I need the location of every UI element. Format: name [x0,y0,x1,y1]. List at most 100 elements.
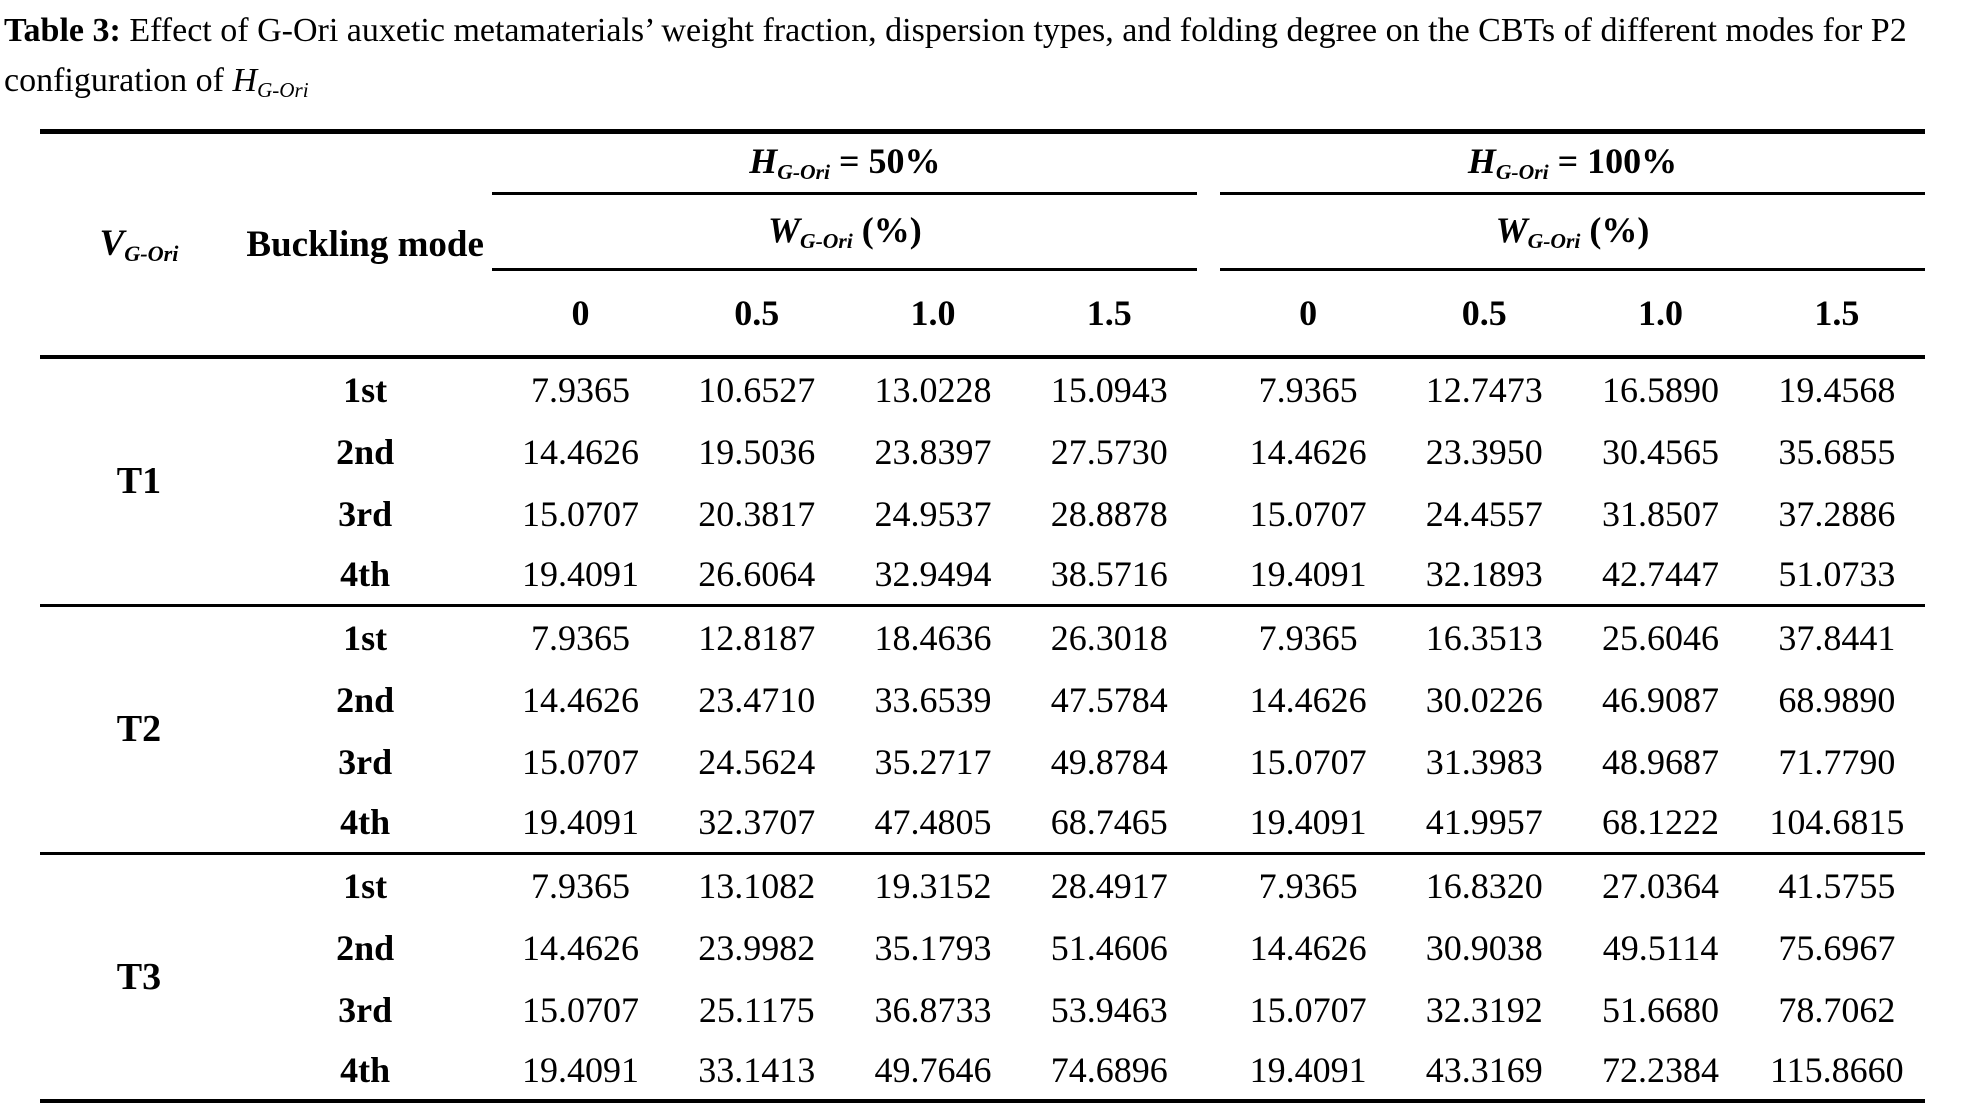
cbt-value: 23.9982 [698,927,816,968]
cbt-value: 19.4091 [1219,1041,1397,1103]
column-header-v-gori: VG-Ori [40,128,238,359]
table-row: 4th 19.4091 26.6064 32.9494 38.5716 19.4… [40,545,1925,607]
buckling-mode-cell: 4th [237,1041,493,1103]
column-header-wf: 0 [1219,271,1397,359]
column-gap [1197,917,1220,979]
cbt-value: 26.3018 [1050,617,1168,658]
cbt-value: 14.4626 [1249,431,1367,472]
cbt-value: 14.4626 [522,927,640,968]
h-variable: H [749,141,778,182]
column-gap [1197,421,1220,483]
column-gap [1197,483,1220,545]
cbt-value: 23.8397 [874,431,992,472]
cbt-value: 37.2886 [1778,493,1896,534]
column-header-wf: 1.0 [1572,271,1749,359]
table-row: T1 1st 7.9365 10.6527 13.0228 15.0943 7.… [40,359,1925,607]
cbt-value: 31.3983 [1425,741,1543,782]
column-gap [1197,195,1220,271]
cbt-value: 14.4626 [522,679,640,720]
table-body: T1 1st 7.9365 10.6527 13.0228 15.0943 7.… [40,359,1925,1103]
cbt-value: 13.1082 [698,865,816,906]
cbt-value: 43.3169 [1396,1041,1573,1103]
table-row: T2 1st 7.9365 12.8187 18.4636 26.3018 7.… [40,607,1925,855]
cbt-value: 20.3817 [698,493,816,534]
buckling-mode-cell: 2nd [336,927,395,968]
cbt-value: 19.4091 [492,1041,669,1103]
group-header-row: VG-Ori Buckling mode HG-Ori = 50% HG-Ori… [40,128,1925,359]
cbt-value: 32.9494 [844,545,1022,607]
cbt-value: 68.7465 [1021,793,1198,855]
column-gap [1197,669,1220,731]
h50-value: = 50% [830,141,941,182]
v-variable-subscript: G-Ori [124,240,179,266]
cbt-value: 23.3950 [1425,431,1543,472]
buckling-mode-cell: 1st [343,617,388,658]
column-gap [1197,1041,1220,1103]
buckling-mode-cell: 1st [343,865,388,906]
table-row: 2nd 14.4626 19.5036 23.8397 27.5730 14.4… [40,421,1925,483]
cbt-value: 37.8441 [1778,617,1896,658]
cbt-value: 16.8320 [1425,865,1543,906]
data-table: VG-Ori Buckling mode HG-Ori = 50% HG-Ori… [40,128,1925,1103]
cbt-value: 47.5784 [1050,679,1168,720]
table-row: 4th 19.4091 33.1413 49.7646 74.6896 19.4… [40,1041,1925,1103]
group-header-h50: HG-Ori = 50% [492,128,1198,195]
column-header-wf: 1.0 [844,271,1022,359]
dispersion-type-label: T3 [40,855,238,1103]
cbt-value: 49.7646 [844,1041,1022,1103]
cbt-value: 41.5755 [1778,865,1896,906]
cbt-value: 24.4557 [1425,493,1543,534]
cbt-value: 15.0943 [1050,369,1168,410]
cbt-value: 19.4091 [1219,793,1397,855]
column-header-wf: 0.5 [668,271,845,359]
cbt-value: 32.1893 [1396,545,1573,607]
cbt-value: 19.3152 [874,865,992,906]
cbt-value: 51.0733 [1748,545,1925,607]
column-gap [1197,128,1220,195]
cbt-value: 26.6064 [668,545,845,607]
caption-variable-subscript: G-Ori [257,78,309,103]
dispersion-type-label: T1 [40,359,238,607]
cbt-value: 30.0226 [1425,679,1543,720]
cbt-value: 19.4091 [492,545,669,607]
cbt-value: 68.1222 [1572,793,1749,855]
column-gap [1197,855,1220,917]
cbt-value: 36.8733 [874,989,992,1030]
buckling-mode-cell: 4th [237,545,493,607]
cbt-value: 31.8507 [1602,493,1720,534]
cbt-value: 32.3707 [668,793,845,855]
cbt-value: 25.6046 [1602,617,1720,658]
cbt-value: 48.9687 [1602,741,1720,782]
cbt-value: 42.7447 [1572,545,1749,607]
v-variable: V [99,222,125,264]
cbt-value: 28.8878 [1050,493,1168,534]
cbt-value: 32.3192 [1425,989,1543,1030]
column-header-buckling-mode: Buckling mode [237,128,493,359]
cbt-value: 12.7473 [1425,369,1543,410]
cbt-value: 53.9463 [1050,989,1168,1030]
cbt-value: 15.0707 [1249,493,1367,534]
cbt-value: 75.6967 [1778,927,1896,968]
w-unit: (%) [852,209,922,250]
cbt-value: 68.9890 [1778,679,1896,720]
cbt-value: 12.8187 [698,617,816,658]
cbt-value: 16.3513 [1425,617,1543,658]
table-row: 3rd 15.0707 25.1175 36.8733 53.9463 15.0… [40,979,1925,1041]
cbt-value: 38.5716 [1021,545,1198,607]
subgroup-header-w50: WG-Ori (%) [492,195,1198,271]
table-row: 3rd 15.0707 20.3817 24.9537 28.8878 15.0… [40,483,1925,545]
cbt-value: 7.9365 [1258,617,1358,658]
cbt-value: 30.4565 [1602,431,1720,472]
w-variable-subscript: G-Ori [1527,228,1581,253]
cbt-value: 51.4606 [1050,927,1168,968]
h-variable: H [1467,141,1496,182]
caption-variable-h: H [232,62,258,100]
buckling-mode-cell: 2nd [336,431,395,472]
cbt-value: 72.2384 [1572,1041,1749,1103]
buckling-mode-cell: 1st [343,369,388,410]
cbt-value: 15.0707 [522,741,640,782]
cbt-value: 104.6815 [1748,793,1925,855]
cbt-value: 14.4626 [1249,679,1367,720]
cbt-value: 51.6680 [1602,989,1720,1030]
table-row: 3rd 15.0707 24.5624 35.2717 49.8784 15.0… [40,731,1925,793]
